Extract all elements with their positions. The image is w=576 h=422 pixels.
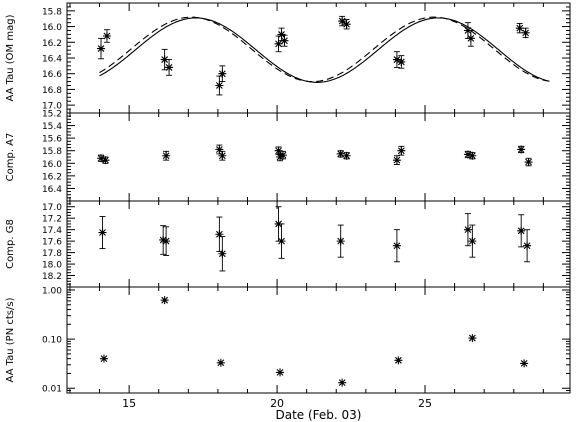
y-tick-label: 16.4 <box>42 185 62 195</box>
data-point <box>338 378 347 387</box>
plot-frame <box>66 200 571 288</box>
y-axis-label: Comp. G8 <box>5 219 16 269</box>
x-axis-label: Date (Feb. 03) <box>275 408 361 422</box>
y-tick-label: 17.0 <box>42 102 62 112</box>
y-tick-label: 15.8 <box>42 147 62 157</box>
data-point <box>218 151 227 160</box>
y-tick-label: 16.4 <box>42 55 62 65</box>
data-point <box>218 69 227 78</box>
data-point <box>463 225 472 234</box>
y-tick-label: 15.8 <box>42 7 62 17</box>
data-point <box>521 28 530 37</box>
y-tick-label: 17.4 <box>42 226 62 236</box>
plot-frame <box>66 286 571 394</box>
y-tick-label: 17.8 <box>42 249 62 259</box>
y-tick-label: 16.0 <box>42 160 62 170</box>
data-point <box>338 17 347 26</box>
data-point <box>397 146 406 155</box>
data-point <box>397 57 406 66</box>
x-tick-label: 15 <box>122 397 136 410</box>
y-tick-label: 16.2 <box>42 39 62 49</box>
y-axis-label: AA Tau (OM mag) <box>5 14 16 101</box>
data-point <box>162 237 171 246</box>
data-point <box>520 359 529 368</box>
data-point <box>342 151 351 160</box>
y-tick-label: 15.6 <box>42 135 62 145</box>
data-point <box>468 237 477 246</box>
data-point <box>392 241 401 250</box>
y-tick-label: 17.2 <box>42 215 62 225</box>
data-point <box>99 354 108 363</box>
y-tick-label: 16.8 <box>42 86 62 96</box>
y-tick-label: 17.0 <box>42 203 62 213</box>
data-point <box>165 63 174 72</box>
y-tick-label: 16.0 <box>42 23 62 33</box>
y-tick-label: 16.2 <box>42 172 62 182</box>
data-point <box>336 149 345 158</box>
y-axis-label: Comp. A7 <box>5 133 16 182</box>
data-point <box>218 249 227 258</box>
data-point <box>216 358 225 367</box>
x-tick-label: 20 <box>270 397 284 410</box>
panel-comp-a7: 15.2 15.4 15.6 15.8 16.0 16.2 16.4 Comp. A7 <box>5 110 571 202</box>
y-tick-label: 18.0 <box>42 261 62 271</box>
y-tick-label: 15.2 <box>42 110 62 120</box>
data-point <box>102 32 111 40</box>
data-point <box>215 81 224 90</box>
data-point <box>336 237 345 246</box>
y-tick-label: 15.4 <box>42 122 62 132</box>
data-point <box>215 230 224 239</box>
plot-frame <box>66 2 571 114</box>
data-point <box>97 44 106 53</box>
data-point <box>468 151 477 160</box>
data-point <box>160 55 169 64</box>
y-tick-label: 0.10 <box>42 336 62 346</box>
x-tick-label: 25 <box>418 397 432 410</box>
panel-aa-tau-om-mag: 15.8 16.0 16.2 16.4 16.6 16.8 17.0 AA Tau (OM m… <box>5 2 571 114</box>
data-point <box>215 145 224 154</box>
model-curve-dashed <box>99 16 550 83</box>
y-tick-label: 16.6 <box>42 70 62 80</box>
data-point <box>277 237 286 246</box>
y-tick-label: 17.6 <box>42 238 62 248</box>
data-point <box>280 36 289 45</box>
data-point <box>274 39 283 48</box>
data-point <box>98 228 107 237</box>
y-tick-label: 0.01 <box>42 385 62 395</box>
data-point <box>517 226 526 235</box>
data-point <box>466 34 475 43</box>
data-point <box>97 154 106 163</box>
data-point <box>276 153 285 161</box>
data-point <box>101 156 110 165</box>
y-tick-label: 1.00 <box>42 286 62 296</box>
data-point <box>342 20 351 29</box>
data-point <box>392 156 401 165</box>
panel-comp-g8: 17.0 17.217.4 17.617.8 18.018.2 Comp. G8 <box>5 200 571 288</box>
data-point <box>278 151 287 160</box>
data-point <box>159 235 168 244</box>
panel-aa-tau-pn-rate: 0.01 0.10 1.00 AA Tau (PN cts/s) 15 20 25 Date … <box>5 286 571 422</box>
data-point <box>468 334 477 343</box>
model-curve-solid <box>99 17 550 83</box>
plot-frame <box>66 112 571 202</box>
data-point <box>523 241 532 250</box>
data-point <box>394 356 403 365</box>
data-point <box>276 368 285 377</box>
data-point <box>515 24 524 33</box>
y-tick-label: 18.2 <box>42 272 62 282</box>
data-point <box>524 158 533 167</box>
data-point <box>160 296 169 305</box>
data-point <box>517 145 526 154</box>
y-axis-label: AA Tau (PN cts/s) <box>5 297 16 382</box>
data-point <box>162 151 171 160</box>
data-point <box>274 146 283 155</box>
data-point <box>277 30 286 39</box>
data-point <box>463 150 472 159</box>
data-point <box>392 55 401 64</box>
